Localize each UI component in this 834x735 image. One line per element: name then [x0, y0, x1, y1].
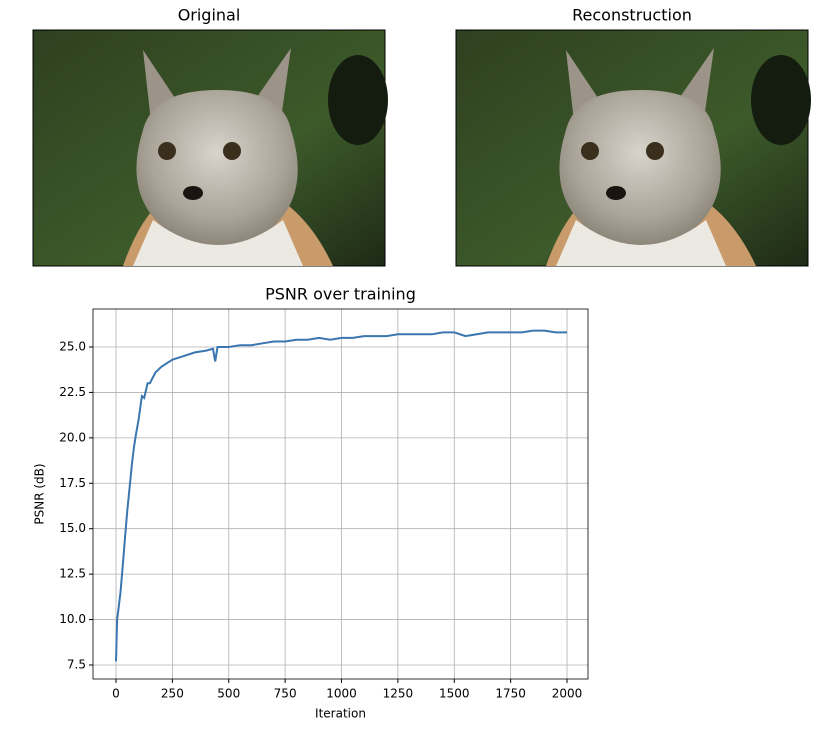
eye: [581, 142, 599, 160]
y-tick-label: 7.5: [67, 658, 86, 672]
x-tick-label: 1500: [439, 687, 470, 701]
image: [455, 29, 811, 267]
head: [136, 90, 298, 248]
y-tick-label: 22.5: [59, 385, 86, 399]
chart-title: PSNR over training: [265, 285, 416, 304]
panel-title: Original: [178, 6, 241, 25]
line: [115, 329, 567, 662]
x-tick-label: 2000: [552, 687, 583, 701]
x-tick-label: 750: [274, 687, 297, 701]
eye: [223, 142, 241, 160]
panel-title: Reconstruction: [572, 6, 692, 25]
y-tick-label: 12.5: [59, 567, 86, 581]
eye: [158, 142, 176, 160]
nose: [606, 186, 626, 200]
x-tick-label: 1750: [495, 687, 526, 701]
x-tick-label: 250: [161, 687, 184, 701]
y-tick-label: 15.0: [59, 521, 86, 535]
y-tick-label: 17.5: [59, 476, 86, 490]
shadow: [751, 55, 811, 145]
x-tick-label: 1250: [383, 687, 414, 701]
head: [559, 90, 721, 248]
shadow: [328, 55, 388, 145]
y-axis-label: PSNR (dB): [33, 463, 47, 524]
y-tick-label: 10.0: [59, 612, 86, 626]
image: [32, 29, 388, 267]
chest: [133, 220, 303, 266]
y-tick-label: 20.0: [59, 430, 86, 444]
x-axis-label: Iteration: [315, 707, 366, 721]
x-tick-label: 500: [217, 687, 240, 701]
x-tick-label: 0: [112, 687, 120, 701]
y-tick-label: 25.0: [59, 339, 86, 353]
eye: [646, 142, 664, 160]
plot-frame: [92, 308, 589, 680]
x-tick-label: 1000: [326, 687, 357, 701]
nose: [183, 186, 203, 200]
chest: [556, 220, 726, 266]
